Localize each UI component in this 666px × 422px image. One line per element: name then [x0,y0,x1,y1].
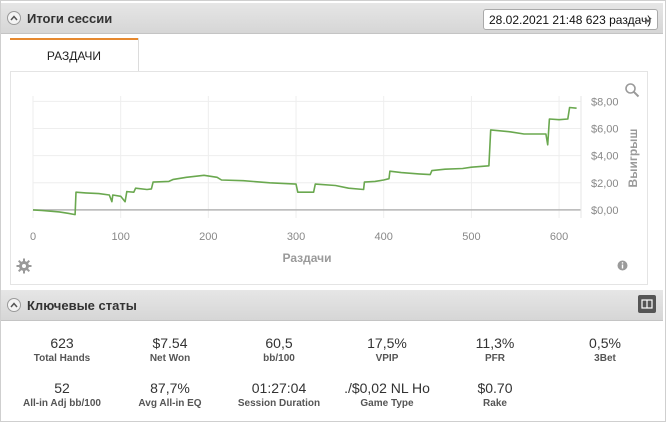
session-select-value: 28.02.2021 21:48 623 раздач) [489,13,652,27]
stat-value: 60,5 [265,335,293,351]
y-tick-label: $2,00 [591,178,619,190]
chart-panel [10,71,648,285]
stat-total-hands: 623 Total Hands [7,335,117,364]
stat-label: Game Type [360,398,414,409]
stat-vpip: 17,5% VPIP [332,335,442,364]
stat-label: Net Won [149,353,191,364]
stat-value: 11,3% [475,335,515,351]
collapse-session-button[interactable] [7,11,21,25]
stat-3bet: 0,5% 3Bet [550,335,660,364]
y-tick-label: $8,00 [591,96,619,108]
winnings-chart: 0 100 200 300 400 500 600 $0,00 $2,00 $4,00 $6,00 $… [30,96,640,265]
y-tick-label: $0,00 [591,205,619,217]
stat-allin-adj-bb100: 52 All-in Adj bb/100 [7,380,117,409]
stat-value: 87,7% [150,380,190,396]
x-tick-label: 200 [199,231,217,243]
x-tick-label: 600 [550,231,568,243]
x-axis-label: Раздачи [283,251,332,265]
stat-net-won: $7.54 Net Won [115,335,225,364]
stat-label: Rake [483,398,507,409]
stat-pfr: 11,3% PFR [440,335,550,364]
layout-toggle-button[interactable] [638,295,656,313]
x-tick-label: 100 [112,231,130,243]
stat-label: VPIP [375,353,399,364]
chevron-down-icon [644,17,652,23]
stat-bb100: 60,5 bb/100 [224,335,334,364]
stat-value: 17,5% [367,335,407,351]
stat-value: 52 [54,380,70,396]
x-tick-label: 0 [30,231,36,243]
stat-value: $0.70 [477,380,513,396]
key-stats-header: Ключевые статы [1,290,663,321]
x-tick-label: 400 [375,231,393,243]
columns-icon [641,299,653,309]
gear-icon[interactable] [16,258,32,274]
stat-label: 3Bet [594,353,616,364]
stat-value: 01:27:04 [251,380,307,396]
stat-value: 0,5% [589,335,621,351]
stat-value: ./$0,02 NL Ho [344,380,430,396]
stat-label: bb/100 [263,353,295,364]
stat-label: All-in Adj bb/100 [23,398,101,409]
stat-game-type: ./$0,02 NL Ho Game Type [332,380,442,409]
session-title: Итоги сессии [27,11,113,26]
stat-rake: $0.70 Rake [440,380,550,409]
tab-hands[interactable]: РАЗДАЧИ [10,38,138,73]
collapse-stats-button[interactable] [7,298,21,312]
zoom-icon[interactable] [624,82,640,98]
x-tick-label: 500 [462,231,480,243]
stat-value: $7.54 [152,335,188,351]
session-select[interactable]: 28.02.2021 21:48 623 раздач) [483,9,658,30]
y-tick-label: $6,00 [591,124,619,136]
winnings-line [32,106,577,216]
chevron-up-icon [10,15,18,21]
x-tick-label: 300 [287,231,305,243]
key-stats-title: Ключевые статы [27,298,137,313]
stat-label: PFR [485,353,505,364]
stat-label: Total Hands [33,353,91,364]
y-axis-label: Выигрыш [626,129,640,188]
stat-value: 623 [50,335,74,351]
session-header: Итоги сессии 28.02.2021 21:48 623 раздач… [1,3,663,34]
stat-label: Avg All-in EQ [138,398,202,409]
stat-label: Session Duration [237,398,321,409]
chevron-up-icon [10,302,18,308]
y-tick-label: $4,00 [591,151,619,163]
info-icon[interactable] [617,260,628,271]
stat-avg-allin-eq: 87,7% Avg All-in EQ [115,380,225,409]
stat-session-duration: 01:27:04 Session Duration [224,380,334,409]
